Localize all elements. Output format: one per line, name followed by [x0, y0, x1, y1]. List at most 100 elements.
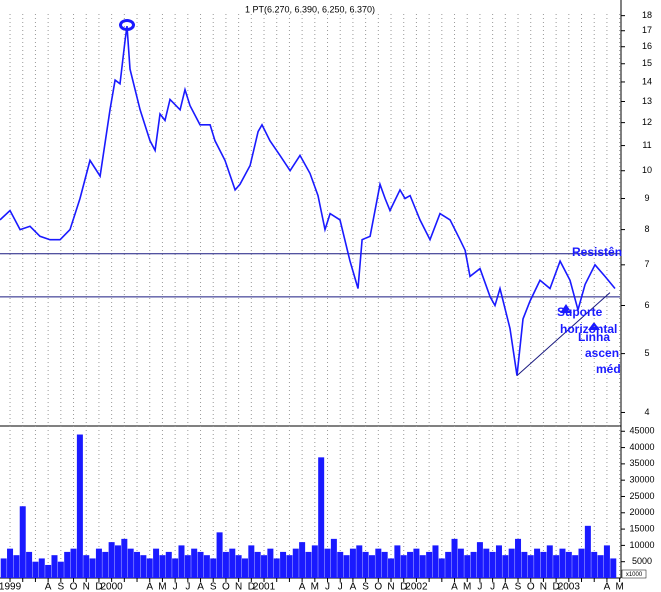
volume-bar [476, 542, 483, 578]
volume-bar [13, 555, 20, 578]
x-tick-label: A [604, 582, 611, 592]
volume-bar [445, 551, 452, 578]
volume-bar [254, 551, 261, 578]
elephant-icon [119, 19, 135, 31]
y-tick-label: 16 [642, 41, 652, 51]
volume-tick-label: 25000 [629, 491, 654, 501]
y-tick-label: 8 [644, 224, 649, 234]
volume-unit: x1000 [626, 572, 643, 578]
volume-bar [584, 525, 591, 578]
volume-bar [489, 551, 496, 578]
volume-bar [121, 538, 128, 578]
annotation: Linha [578, 330, 610, 344]
chart-title: 1 PT(6.270, 6.390, 6.250, 6.370) [245, 4, 375, 14]
volume-bar [375, 548, 382, 578]
volume-bar [102, 551, 109, 578]
x-tick-label: 1999 [0, 582, 22, 592]
volume-bar [464, 555, 471, 578]
x-tick-label: M [615, 582, 623, 592]
volume-bar [426, 551, 433, 578]
trend-line [516, 292, 611, 376]
volume-bar [419, 555, 426, 578]
y-tick-label: 10 [642, 165, 652, 175]
volume-tick-label: 20000 [629, 507, 654, 517]
volume-bar [95, 548, 102, 578]
y-tick-label: 11 [642, 140, 651, 150]
volume-tick-label: 15000 [629, 523, 654, 533]
y-tick-label: 12 [642, 117, 652, 127]
volume-bar [248, 545, 255, 578]
volume-bar [330, 538, 337, 578]
volume-bar [127, 548, 134, 578]
volume-bar [140, 555, 147, 578]
x-tick-label: A [146, 582, 153, 592]
volume-bar [292, 548, 299, 578]
volume-bar [400, 555, 407, 578]
x-tick-label: N [387, 582, 394, 592]
volume-bar [553, 555, 560, 578]
volume-bar [114, 545, 121, 578]
volume-bar [388, 558, 395, 578]
volume-bar [603, 545, 610, 578]
volume-tick-label: 10000 [629, 540, 654, 550]
y-tick-label: 6 [644, 300, 649, 310]
x-tick-label: S [57, 582, 64, 592]
volume-bar [229, 548, 236, 578]
volume-bar [203, 555, 210, 578]
volume-bar [57, 561, 64, 578]
volume-bar [26, 551, 33, 578]
volume-bar [222, 551, 229, 578]
volume-tick-label: 5000 [632, 556, 652, 566]
volume-bar [381, 551, 388, 578]
x-tick-label: O [527, 582, 535, 592]
volume-bar [572, 555, 579, 578]
volume-bar [280, 551, 287, 578]
volume-bar [515, 538, 522, 578]
volume-bar [591, 551, 598, 578]
volume-bar [368, 555, 375, 578]
volume-bar [146, 558, 153, 578]
volume-bar [89, 558, 96, 578]
x-tick-label: O [374, 582, 382, 592]
volume-bar [495, 545, 502, 578]
x-tick-label: J [173, 582, 178, 592]
volume-bar [153, 548, 160, 578]
volume-tick-label: 35000 [629, 458, 654, 468]
annotation: Suporte [557, 305, 603, 319]
volume-bar [273, 558, 280, 578]
x-tick-label: D [553, 582, 560, 592]
volume-bar [19, 506, 26, 578]
x-tick-label: M [311, 582, 319, 592]
volume-tick-label: 30000 [629, 475, 654, 485]
volume-bar [394, 545, 401, 578]
volume-bar [546, 545, 553, 578]
volume-bar [184, 555, 191, 578]
x-tick-label: J [490, 582, 495, 592]
x-tick-label: J [185, 582, 190, 592]
y-tick-label: 9 [644, 193, 649, 203]
y-tick-label: 15 [642, 58, 652, 68]
x-tick-label: J [477, 582, 482, 592]
volume-bar [311, 545, 318, 578]
y-tick-label: 4 [644, 407, 649, 417]
volume-bar [134, 551, 141, 578]
x-tick-label: M [463, 582, 471, 592]
volume-bar [197, 551, 204, 578]
volume-bar [305, 551, 312, 578]
volume-bar [210, 558, 217, 578]
x-tick-label: 2002 [405, 582, 428, 592]
x-tick-label: D [400, 582, 407, 592]
volume-bar [216, 532, 223, 578]
x-tick-label: A [451, 582, 458, 592]
volume-bar [51, 555, 58, 578]
volume-bar [432, 545, 439, 578]
x-tick-label: 2003 [558, 582, 581, 592]
volume-bar [470, 551, 477, 578]
volume-bar [457, 548, 464, 578]
annotation: méd [596, 362, 621, 376]
volume-bar [349, 548, 356, 578]
x-tick-label: A [197, 582, 204, 592]
x-tick-label: N [540, 582, 547, 592]
volume-bar [362, 551, 369, 578]
volume-bar [286, 555, 293, 578]
